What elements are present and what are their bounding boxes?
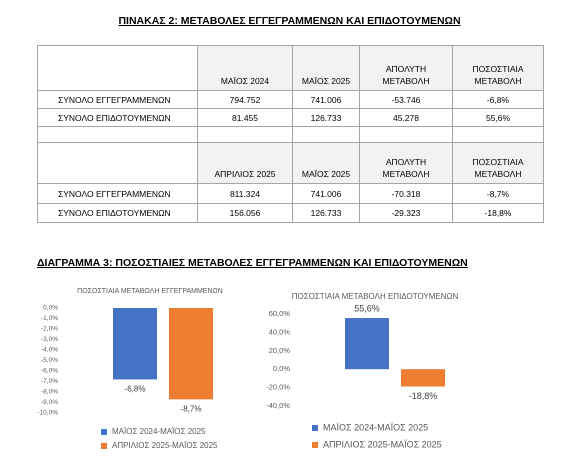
legend-label: ΜΑΪΟΣ 2024-ΜΑΪΟΣ 2025 [112,427,206,436]
y-tick-label: 0,0% [273,364,290,373]
legend-label: ΜΑΪΟΣ 2024-ΜΑΪΟΣ 2025 [323,422,428,432]
y-tick-label: -3,0% [41,336,58,343]
y-tick-label: 60,0% [269,309,291,318]
table-cell: -18,8% [452,203,544,223]
page-title: ΠΙΝΑΚΑΣ 2: ΜΕΤΑΒΟΛΕΣ ΕΓΓΕΓΡΑΜΜΕΝΩΝ ΚΑΙ Ε… [118,15,461,27]
y-tick-label: 40,0% [269,327,291,336]
legend-label: ΑΠΡΙΛΙΟΣ 2025-ΜΑΪΟΣ 2025 [323,439,442,449]
blank-cell [37,45,198,91]
y-tick-label: -5,0% [41,357,58,364]
legend-swatch [101,443,107,449]
y-tick-label: -20,0% [266,383,290,392]
y-tick-label: -7,0% [41,378,58,385]
chart-title: ΠΟΣΟΣΤΙΑΙΑ ΜΕΤΑΒΟΛΗ ΕΠΙΔΟΤΟΥΜΕΝΩΝ [292,292,459,301]
header-cell: ΠΟΣΟΣΤΙΑΙΑ ΜΕΤΑΒΟΛΗ [452,45,544,91]
bar [113,308,157,380]
y-tick-label: -4,0% [41,347,58,354]
header-cell: ΑΠΟΛΥΤΗ ΜΕΤΑΒΟΛΗ [359,142,453,184]
y-tick-label: -6,0% [41,368,58,375]
data-label: -18,8% [409,391,438,401]
section-title: ΔΙΑΓΡΑΜΜΑ 3: ΠΟΣΟΣΤΙΑΙΕΣ ΜΕΤΑΒΟΛΕΣ ΕΓΓΕΓ… [37,257,468,269]
bar [169,308,213,400]
legend-swatch [312,425,318,431]
legend-label: ΑΠΡΙΛΙΟΣ 2025-ΜΑΪΟΣ 2025 [112,441,218,450]
header-cell: ΜΑΪΟΣ 2024 [197,45,293,91]
table-row: ΜΑΪΟΣ 2024 ΜΑΪΟΣ 2025 ΑΠΟΛΥΤΗ ΜΕΤΑΒΟΛΗ ΠΟΣΟ… [37,45,544,91]
chart-title: ΠΟΣΟΣΤΙΑΙΑ ΜΕΤΑΒΟΛΗ ΕΓΓΕΓΡΑΜΜΕΝΩΝ [77,288,223,295]
bar [345,318,389,370]
y-tick-label: -9,0% [41,399,58,406]
data-label: -6,8% [125,385,146,394]
y-tick-label: -40,0% [266,401,290,410]
bar [401,369,445,387]
table-row: ΣΥΝΟΛΟ ΕΠΙΔΟΤΟΥΜΕΝΩΝ 156.056 126.733 -29.32… [37,203,544,223]
y-tick-label: -8,0% [41,389,58,396]
table-row: ΣΥΝΟΛΟ ΕΠΙΔΟΤΟΥΜΕΝΩΝ 81.455 126.733 45.278 5… [37,108,544,127]
y-tick-label: 20,0% [269,346,291,355]
data-label: -8,7% [181,404,202,413]
y-tick-label: -1,0% [41,315,58,322]
legend-swatch [101,429,107,435]
header-cell: ΑΠΟΛΥΤΗ ΜΕΤΑΒΟΛΗ [359,45,453,91]
y-tick-label: -2,0% [41,326,58,333]
legend-swatch [312,442,318,448]
data-table: ΜΑΪΟΣ 2024 ΜΑΪΟΣ 2025 ΑΠΟΛΥΤΗ ΜΕΤΑΒΟΛΗ ΠΟΣΟ… [37,45,544,223]
data-label: 55,6% [354,303,380,313]
table-row [37,126,544,143]
y-tick-label: -10,0% [37,410,58,417]
y-tick-label: 0,0% [43,305,58,312]
table-cell: 156.056 [197,203,293,223]
